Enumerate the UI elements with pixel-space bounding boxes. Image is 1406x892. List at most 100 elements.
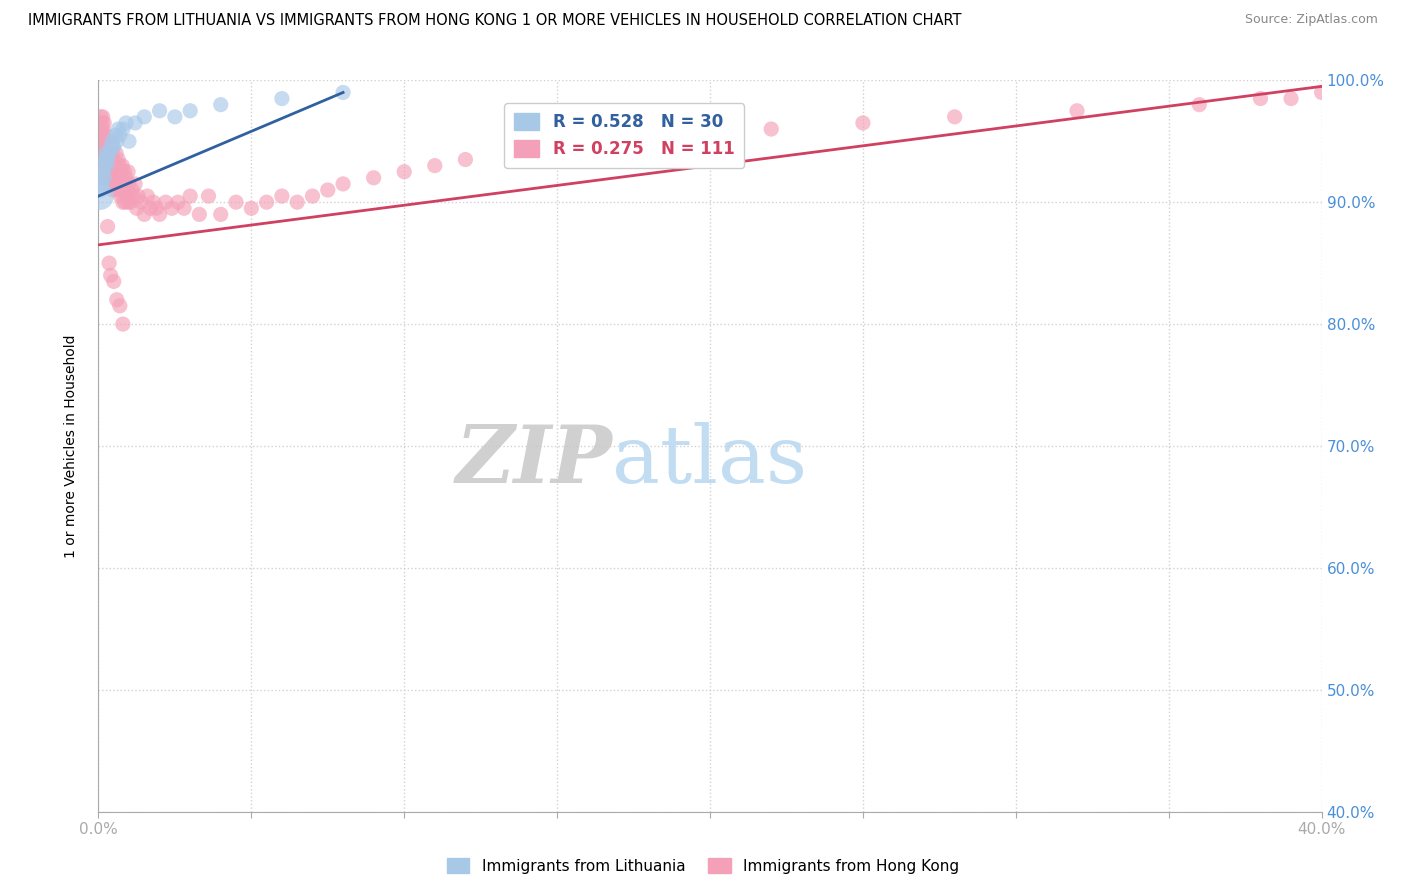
Point: [111, 183, 134, 197]
Point: [285, 195, 308, 210]
Point: [423, 159, 446, 173]
Point: [576, 140, 599, 154]
Point: [209, 97, 232, 112]
Point: [100, 177, 122, 191]
Point: [93, 140, 115, 154]
Point: [118, 134, 141, 148]
Point: [103, 170, 125, 185]
Point: [943, 110, 966, 124]
Point: [149, 103, 172, 118]
Point: [104, 159, 127, 173]
Point: [90, 110, 112, 124]
Point: [110, 164, 132, 178]
Point: [108, 299, 131, 313]
Point: [98, 146, 121, 161]
Point: [108, 159, 131, 173]
Point: [114, 195, 136, 210]
Point: [103, 153, 125, 167]
Point: [454, 153, 477, 167]
Point: [117, 195, 139, 210]
Point: [316, 183, 339, 197]
Point: [89, 122, 111, 136]
Point: [101, 183, 124, 197]
Point: [104, 128, 127, 143]
Point: [145, 202, 167, 216]
Point: [142, 195, 165, 210]
Point: [100, 146, 122, 161]
Point: [852, 116, 875, 130]
Point: [122, 189, 145, 203]
Point: [225, 195, 247, 210]
Point: [173, 202, 195, 216]
Point: [111, 317, 134, 331]
Point: [163, 110, 186, 124]
Point: [111, 195, 134, 210]
Point: [94, 128, 117, 143]
Point: [93, 116, 115, 130]
Point: [97, 219, 120, 234]
Point: [90, 134, 112, 148]
Text: atlas: atlas: [612, 422, 807, 500]
Point: [111, 122, 134, 136]
Point: [332, 86, 354, 100]
Point: [103, 275, 125, 289]
Point: [93, 134, 115, 148]
Point: [89, 189, 111, 203]
Point: [105, 293, 128, 307]
Point: [1250, 92, 1272, 106]
Point: [93, 170, 115, 185]
Point: [90, 122, 112, 136]
Point: [97, 164, 120, 178]
Point: [240, 202, 263, 216]
Text: IMMIGRANTS FROM LITHUANIA VS IMMIGRANTS FROM HONG KONG 1 OR MORE VEHICLES IN HOU: IMMIGRANTS FROM LITHUANIA VS IMMIGRANTS …: [28, 13, 962, 29]
Point: [179, 189, 201, 203]
Point: [93, 146, 115, 161]
Point: [107, 153, 129, 167]
Point: [270, 189, 294, 203]
Point: [96, 159, 118, 173]
Point: [155, 195, 177, 210]
Point: [124, 116, 146, 130]
Point: [101, 159, 124, 173]
Point: [112, 177, 135, 191]
Text: Source: ZipAtlas.com: Source: ZipAtlas.com: [1244, 13, 1378, 27]
Point: [167, 195, 190, 210]
Point: [90, 128, 112, 143]
Point: [91, 134, 114, 148]
Point: [89, 134, 111, 148]
Text: ZIP: ZIP: [456, 422, 612, 500]
Point: [100, 140, 122, 154]
Point: [699, 128, 721, 143]
Point: [638, 134, 661, 148]
Point: [392, 164, 416, 178]
Point: [363, 170, 385, 185]
Point: [100, 268, 122, 283]
Legend: Immigrants from Lithuania, Immigrants from Hong Kong: Immigrants from Lithuania, Immigrants fr…: [440, 852, 966, 880]
Point: [96, 134, 118, 148]
Point: [1310, 86, 1333, 100]
Point: [108, 177, 131, 191]
Point: [115, 189, 138, 203]
Point: [100, 153, 122, 167]
Point: [90, 170, 112, 185]
Point: [98, 159, 121, 173]
Point: [98, 256, 121, 270]
Legend: R = 0.528   N = 30, R = 0.275   N = 111: R = 0.528 N = 30, R = 0.275 N = 111: [505, 103, 744, 168]
Point: [98, 140, 121, 154]
Point: [761, 122, 783, 136]
Point: [1188, 97, 1211, 112]
Point: [91, 164, 114, 178]
Point: [94, 134, 117, 148]
Point: [160, 202, 183, 216]
Point: [103, 140, 125, 154]
Point: [91, 128, 114, 143]
Point: [91, 110, 114, 124]
Point: [139, 202, 162, 216]
Point: [114, 177, 136, 191]
Point: [117, 183, 139, 197]
Point: [115, 170, 138, 185]
Point: [209, 207, 232, 221]
Point: [90, 183, 112, 197]
Point: [129, 195, 152, 210]
Point: [91, 122, 114, 136]
